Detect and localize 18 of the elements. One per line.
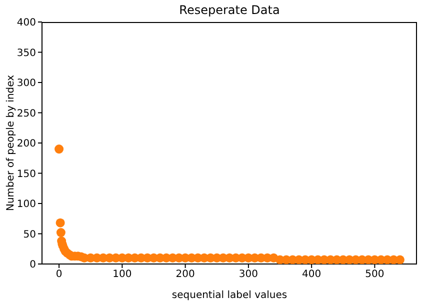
y-tick-label: 200 [16,138,36,150]
y-tick-label: 50 [23,229,36,240]
y-tick-label: 400 [16,18,36,29]
y-tick-label: 0 [30,260,36,271]
x-tick-label: 200 [176,269,195,280]
x-tick-label: 300 [238,269,258,280]
x-tick-label: 0 [56,269,62,280]
chart-title: Reseperate Data [178,3,281,17]
x-axis-title: sequential label values [172,290,288,301]
x-tick-label: 400 [302,269,322,280]
y-tick-label: 300 [16,78,36,90]
y-axis-title: Number of people by index [6,74,16,212]
x-tick-label: 100 [112,269,132,280]
y-tick-label: 150 [16,168,36,180]
y-tick-label: 100 [16,199,36,210]
x-tick-label: 500 [365,269,384,280]
y-tick-label: 350 [16,48,36,59]
y-tick-label: 250 [16,108,36,120]
